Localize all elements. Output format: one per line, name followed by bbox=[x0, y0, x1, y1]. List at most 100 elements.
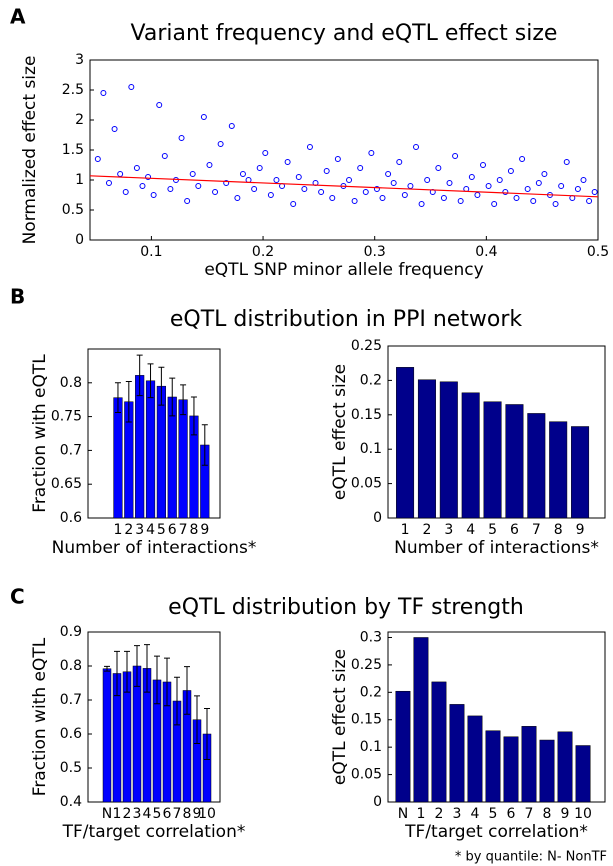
x-tick-label: 0.4 bbox=[475, 244, 497, 260]
bar bbox=[467, 715, 483, 803]
point bbox=[368, 150, 375, 156]
point bbox=[541, 171, 548, 177]
point bbox=[111, 126, 118, 132]
x-tick-label: 4 bbox=[146, 522, 155, 538]
bar bbox=[439, 381, 458, 519]
point bbox=[362, 189, 369, 195]
point bbox=[530, 198, 537, 204]
point bbox=[122, 189, 129, 195]
point bbox=[413, 144, 420, 150]
point bbox=[212, 189, 219, 195]
x-tick-label: 7 bbox=[532, 522, 541, 538]
point bbox=[223, 180, 230, 186]
chart-title: Variant frequency and eQTL effect size bbox=[131, 21, 558, 46]
point bbox=[156, 102, 163, 108]
x-tick-label: 6 bbox=[163, 806, 172, 822]
point bbox=[440, 195, 447, 201]
point bbox=[535, 180, 542, 186]
x-tick-label: 2 bbox=[435, 806, 444, 822]
bar bbox=[145, 380, 156, 519]
error-bar bbox=[125, 380, 132, 423]
x-tick-label: 0.3 bbox=[364, 244, 386, 260]
error-bar bbox=[204, 708, 210, 760]
panel-label: B bbox=[10, 285, 25, 309]
y-tick-label: 1 bbox=[75, 172, 84, 188]
point bbox=[418, 201, 425, 207]
bar bbox=[485, 730, 501, 803]
point bbox=[189, 171, 196, 177]
x-tick-label: 0.1 bbox=[140, 244, 162, 260]
error-bar bbox=[169, 377, 176, 417]
bar bbox=[549, 421, 568, 519]
x-tick-label: 5 bbox=[157, 522, 166, 538]
error-bar bbox=[194, 695, 200, 745]
point bbox=[239, 171, 246, 177]
x-tick-label: 8 bbox=[543, 806, 552, 822]
point bbox=[435, 165, 442, 171]
point bbox=[524, 186, 531, 192]
point bbox=[306, 144, 313, 150]
y-tick-label: 0.8 bbox=[60, 658, 82, 674]
x-tick-label: 10 bbox=[198, 806, 216, 822]
y-tick-label: 0.5 bbox=[60, 760, 82, 776]
point bbox=[323, 168, 330, 174]
bar bbox=[135, 375, 145, 519]
y-tick-label: 0.4 bbox=[60, 794, 82, 810]
y-tick-label: 0.25 bbox=[351, 338, 382, 354]
x-tick-label: 7 bbox=[525, 806, 534, 822]
x-tick-label: 3 bbox=[135, 522, 144, 538]
point bbox=[491, 201, 498, 207]
axes-frame bbox=[89, 59, 599, 241]
bar bbox=[557, 731, 573, 803]
x-tick-label: 2 bbox=[124, 522, 133, 538]
y-tick-label: 0.1 bbox=[360, 739, 382, 755]
point bbox=[251, 186, 258, 192]
point bbox=[346, 177, 353, 183]
bar bbox=[156, 385, 166, 519]
x-tick-label: N bbox=[398, 806, 408, 822]
point bbox=[558, 183, 565, 189]
point bbox=[273, 177, 280, 183]
x-tick-label: 3 bbox=[133, 806, 142, 822]
bar bbox=[417, 379, 436, 519]
section-title: eQTL distribution by TF strength bbox=[168, 595, 524, 620]
point bbox=[262, 150, 269, 156]
point bbox=[563, 159, 570, 165]
point bbox=[351, 198, 358, 204]
point bbox=[267, 192, 274, 198]
x-tick-label: 3 bbox=[453, 806, 462, 822]
footnote: * by quantile: N- NonTF bbox=[455, 850, 607, 865]
x-tick-label: 0.5 bbox=[587, 244, 609, 260]
point bbox=[390, 180, 397, 186]
point bbox=[552, 201, 559, 207]
bar bbox=[396, 367, 415, 519]
x-axis-label: eQTL SNP minor allele frequency bbox=[204, 260, 483, 280]
point bbox=[318, 189, 325, 195]
point bbox=[94, 156, 101, 162]
x-tick-label: 1 bbox=[113, 522, 122, 538]
y-tick-label: 0.6 bbox=[60, 510, 82, 526]
x-tick-label: 4 bbox=[143, 806, 152, 822]
point bbox=[513, 195, 520, 201]
y-tick-label: 0.2 bbox=[360, 372, 382, 388]
error-bar bbox=[180, 384, 187, 416]
error-bar bbox=[134, 645, 140, 687]
point bbox=[295, 174, 302, 180]
section-title: eQTL distribution in PPI network bbox=[170, 307, 523, 332]
point bbox=[480, 162, 487, 168]
bar bbox=[449, 704, 465, 803]
point bbox=[357, 165, 364, 171]
y-tick-label: 1.5 bbox=[62, 142, 84, 158]
point bbox=[184, 198, 191, 204]
point bbox=[178, 135, 185, 141]
x-tick-label: 3 bbox=[444, 522, 453, 538]
y-tick-label: 0.9 bbox=[60, 624, 82, 640]
y-tick-label: 0.75 bbox=[51, 409, 82, 425]
x-axis-label: TF/target correlation* bbox=[404, 822, 588, 842]
error-bar bbox=[158, 366, 165, 406]
y-tick-label: 0.25 bbox=[351, 657, 382, 673]
x-tick-label: 9 bbox=[576, 522, 585, 538]
trend-line bbox=[89, 175, 599, 198]
y-tick-label: 3 bbox=[75, 52, 84, 68]
